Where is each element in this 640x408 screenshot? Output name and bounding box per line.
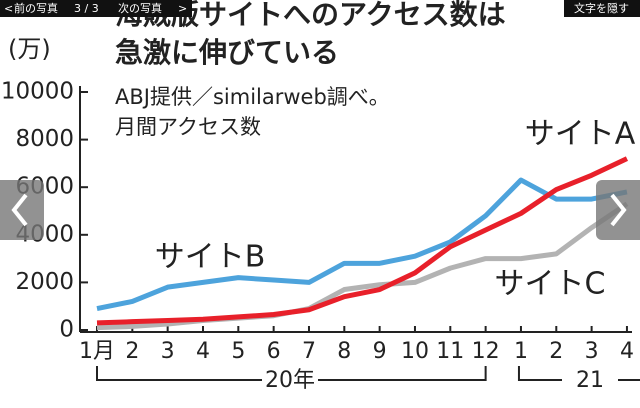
next-arrow[interactable]: > xyxy=(178,2,187,15)
x-tick-label: 10 xyxy=(401,339,429,364)
x-tick-label: 7 xyxy=(302,339,316,364)
x-tick-label: 2 xyxy=(549,339,563,364)
series-label: サイトC xyxy=(495,267,606,302)
y-tick-label: 10000 xyxy=(1,79,74,105)
prev-icon xyxy=(11,193,28,227)
photo-counter: 3 / 3 xyxy=(74,2,99,15)
nav-bar xyxy=(0,0,192,17)
series-label: サイトA xyxy=(525,117,636,152)
x-tick-label: 9 xyxy=(373,339,387,364)
y-tick-label: 2000 xyxy=(15,269,74,295)
x-tick-label: 11 xyxy=(436,339,464,364)
x-tick-label: 5 xyxy=(231,339,245,364)
year-label-bg xyxy=(562,368,618,392)
chart-title: 急激に伸びている xyxy=(115,36,339,69)
y-tick-label: 0 xyxy=(59,317,74,343)
x-tick-label: 12 xyxy=(472,339,500,364)
x-tick-label: 8 xyxy=(337,339,351,364)
y-axis-label: (万) xyxy=(8,35,51,63)
prev-link[interactable]: 前の写真 xyxy=(14,1,58,15)
hide-text-button[interactable] xyxy=(564,0,640,17)
next-link[interactable]: 次の写真 xyxy=(118,1,162,15)
series-label: サイトB xyxy=(155,240,266,275)
year-label: 20年 xyxy=(265,368,315,393)
series-line xyxy=(96,177,628,312)
hide-text-label[interactable]: 文字を隠す xyxy=(574,1,629,15)
x-tick-label: 3 xyxy=(161,339,175,364)
next-button[interactable] xyxy=(596,180,640,240)
chart-subtitle: ABJ提供／similarweb調べ。 xyxy=(115,85,390,109)
x-tick-label: 1 xyxy=(514,339,528,364)
x-tick-label: 4 xyxy=(620,339,634,364)
chart-subtitle: 月間アクセス数 xyxy=(115,115,261,139)
next-icon xyxy=(610,193,627,227)
x-tick-label: 1月 xyxy=(79,339,115,364)
series-line xyxy=(96,156,629,326)
x-tick-label: 4 xyxy=(196,339,210,364)
y-tick-label: 8000 xyxy=(15,126,74,152)
year-label: 21 xyxy=(576,368,604,393)
x-tick-label: 3 xyxy=(585,339,599,364)
x-tick-label: 2 xyxy=(125,339,139,364)
prev-arrow[interactable]: < xyxy=(4,2,13,15)
year-label-bg xyxy=(262,368,318,392)
x-tick-label: 6 xyxy=(267,339,281,364)
prev-button[interactable] xyxy=(0,180,44,240)
